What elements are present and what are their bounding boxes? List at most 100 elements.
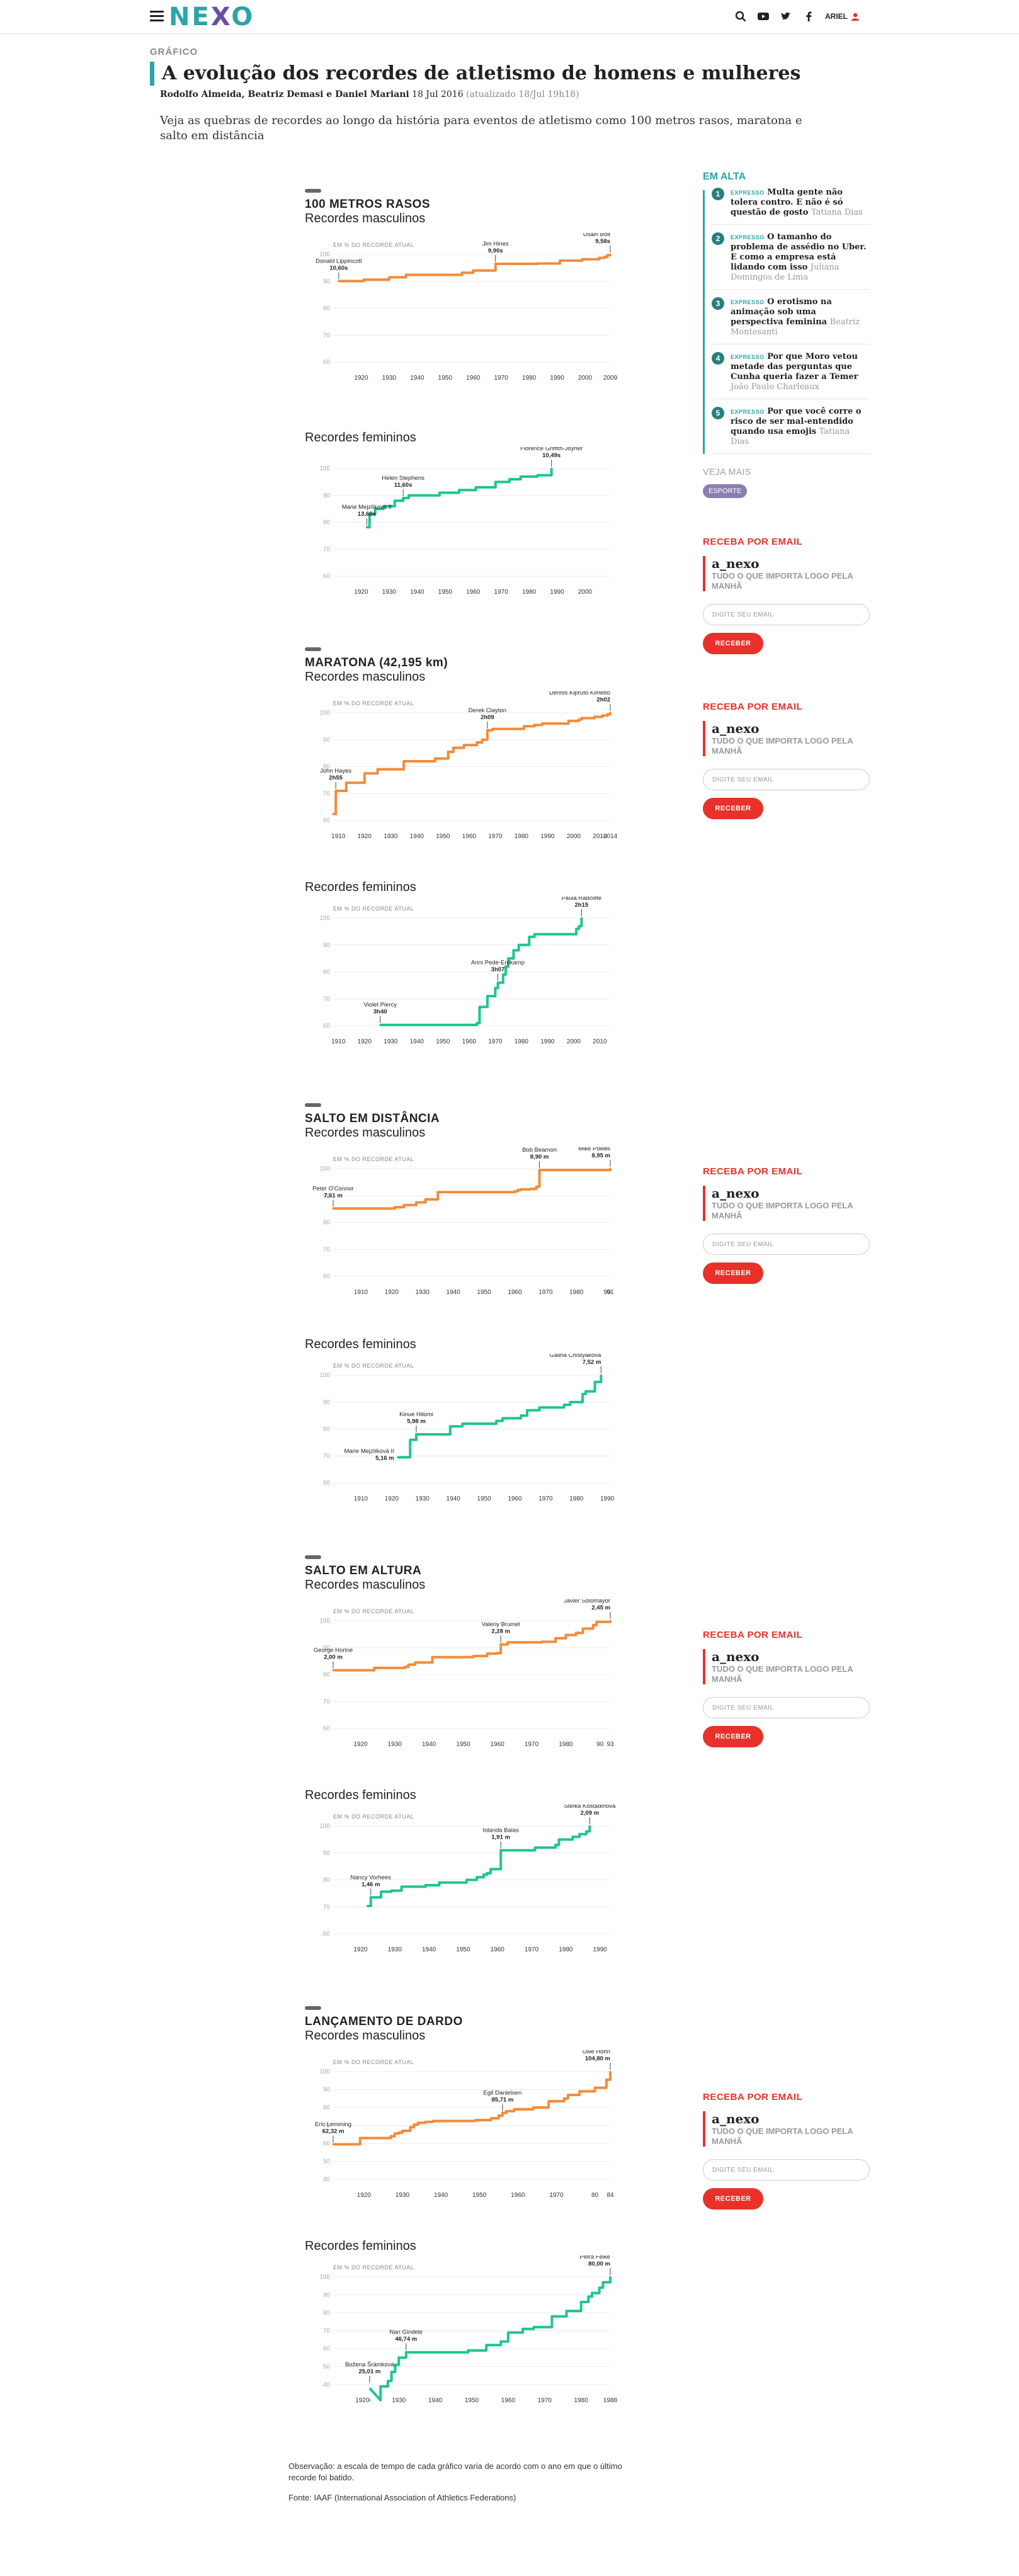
data-point (550, 467, 553, 470)
trending-item[interactable]: 2 EXPRESSO O tamanho do problema de asséd… (712, 232, 870, 290)
x-tick-label: 2000 (567, 833, 581, 840)
x-tick-label: 1960 (508, 1289, 522, 1296)
y-axis-label: EM % DO RECORDE ATUAL (333, 1813, 414, 1820)
data-point (502, 973, 504, 976)
data-point (485, 2344, 487, 2346)
newsletter-name: a_nexo (712, 556, 760, 571)
series-line (333, 1169, 612, 1210)
section-title: 100 METROS RASOS (305, 198, 431, 211)
series-line (380, 918, 583, 1026)
annotation-label: 3h40 (373, 1009, 387, 1016)
tag-esporte[interactable]: ESPORTE (703, 484, 748, 498)
twitter-icon[interactable] (780, 10, 792, 23)
x-tick-label: 1970 (549, 2192, 564, 2199)
trending-tag: EXPRESSO (731, 409, 765, 415)
data-point (467, 2349, 469, 2352)
annotation-label: Peter O'Connor (312, 1185, 354, 1192)
series-line (397, 1375, 603, 1459)
x-tick-label: 1920 (354, 375, 368, 382)
newsletter-name: a_nexo (712, 1186, 760, 1201)
y-tick-label: 60 (323, 2140, 331, 2147)
newsletter-tagline: TUDO O QUE IMPORTA LOGO PELA MANHÃ (712, 571, 853, 591)
annotation-label: 2h15 (575, 902, 589, 909)
y-tick-label: 90 (323, 1193, 331, 1200)
subscribe-button[interactable]: RECEBER (703, 2188, 763, 2210)
youtube-icon[interactable] (757, 10, 770, 23)
data-point (538, 1169, 541, 1171)
data-point (370, 1896, 372, 1898)
annotation-label: 2,00 m (324, 1654, 343, 1661)
email-input[interactable]: DIGITE SEU EMAIL (703, 769, 870, 790)
y-tick-label: 70 (323, 996, 331, 1002)
data-point (533, 1846, 536, 1849)
menu-icon[interactable] (150, 11, 164, 22)
data-point (394, 1206, 396, 1208)
subscribe-button[interactable]: RECEBER (703, 633, 763, 654)
facebook-icon[interactable] (802, 10, 815, 23)
data-point (447, 751, 450, 753)
trending-text: EXPRESSO Por que você corre o risco de s… (731, 407, 870, 447)
newsletter-name: a_nexo (712, 1649, 760, 1664)
data-point (463, 744, 465, 746)
annotation-label: Florence Griffith-Joyner (520, 447, 583, 452)
subscribe-button[interactable]: RECEBER (703, 1726, 763, 1747)
data-point (409, 1439, 411, 1441)
y-tick-label: 60 (323, 1931, 331, 1938)
data-point (332, 2143, 334, 2145)
y-tick-label: 100 (319, 2274, 330, 2281)
x-tick-label: 1910 (331, 833, 346, 840)
trending-item[interactable]: 5 EXPRESSO Por que você corre o risco de … (712, 407, 870, 454)
y-tick-label: 90 (323, 278, 331, 285)
subscribe-button[interactable]: RECEBER (703, 1262, 763, 1284)
data-point (496, 1652, 499, 1654)
search-icon[interactable] (734, 10, 747, 23)
y-tick-label: 80 (323, 969, 331, 976)
site-logo[interactable]: NEXO (169, 3, 255, 31)
x-tick-label: 1960 (491, 1741, 505, 1748)
data-point (516, 1189, 519, 1191)
annotation-label: Petra Felke (579, 2255, 610, 2261)
data-point (499, 1643, 502, 1646)
trending-title: Por que Moro vetou metade das perguntas … (731, 352, 858, 382)
trending-item[interactable]: 4 EXPRESSO Por que Moro vetou metade das … (712, 352, 870, 399)
data-point (434, 757, 436, 760)
trending-title: Multa gente não tolera contro. E não é s… (731, 188, 843, 217)
y-tick-label: 100 (319, 1618, 330, 1625)
x-tick-label: 1990 (600, 1495, 615, 1502)
data-point (563, 2097, 566, 2100)
x-tick-label: 1990 (540, 1038, 555, 1045)
annotation-label: 5,98 m (407, 1418, 426, 1425)
data-point (554, 1637, 557, 1640)
email-input[interactable]: DIGITE SEU EMAIL (703, 2159, 870, 2181)
email-input[interactable]: DIGITE SEU EMAIL (703, 604, 870, 625)
x-tick-label: 80 (591, 2192, 599, 2199)
data-point (415, 1201, 418, 1203)
trending-item[interactable]: 1 EXPRESSO Multa gente não tolera contro.… (712, 188, 870, 225)
subscribe-button[interactable]: RECEBER (703, 798, 763, 819)
x-tick-label: 1910 (354, 1289, 368, 1296)
email-input[interactable]: DIGITE SEU EMAIL (703, 1234, 870, 1255)
email-input[interactable]: DIGITE SEU EMAIL (703, 1697, 870, 1718)
user-menu[interactable]: ARIEL (825, 12, 859, 21)
section-marker (305, 1103, 321, 1107)
data-point (390, 2371, 393, 2373)
x-tick-label: 1950 (438, 589, 453, 596)
newsletter-tagline: TUDO O QUE IMPORTA LOGO PELA MANHÃ (712, 1664, 853, 1684)
annotation-label: 11,60s (394, 482, 413, 489)
trending-author: Beatriz Montesanti (731, 317, 860, 337)
annotation-label: 1,46 m (361, 1881, 380, 1888)
annotation-label: Uwe Hohn (583, 2050, 610, 2055)
section-maratona-female: Recordes femininos (305, 880, 620, 895)
chart-svg: EM % DO RECORDE ATUAL 60 70 80 90 100 1910 1920… (319, 691, 617, 840)
newsletter-box: RECEBA POR EMAIL a_nexo TUDO O QUE IMPORTA… (703, 2092, 870, 2210)
annotation-label: 2h09 (481, 714, 494, 721)
data-point (368, 2399, 371, 2402)
trending-item[interactable]: 3 EXPRESSO O erotismo na animação sob uma… (712, 297, 870, 344)
data-point (598, 257, 600, 259)
data-point (541, 722, 544, 725)
y-tick-label: 80 (323, 2310, 331, 2317)
chart-svg: EM % DO RECORDE ATUAL 60 70 80 90 100 1910 1920… (319, 1354, 615, 1502)
data-point (365, 526, 368, 528)
veja-mais-heading: VEJA MAIS (703, 467, 751, 477)
annotation-label: John Hayes (320, 768, 351, 775)
